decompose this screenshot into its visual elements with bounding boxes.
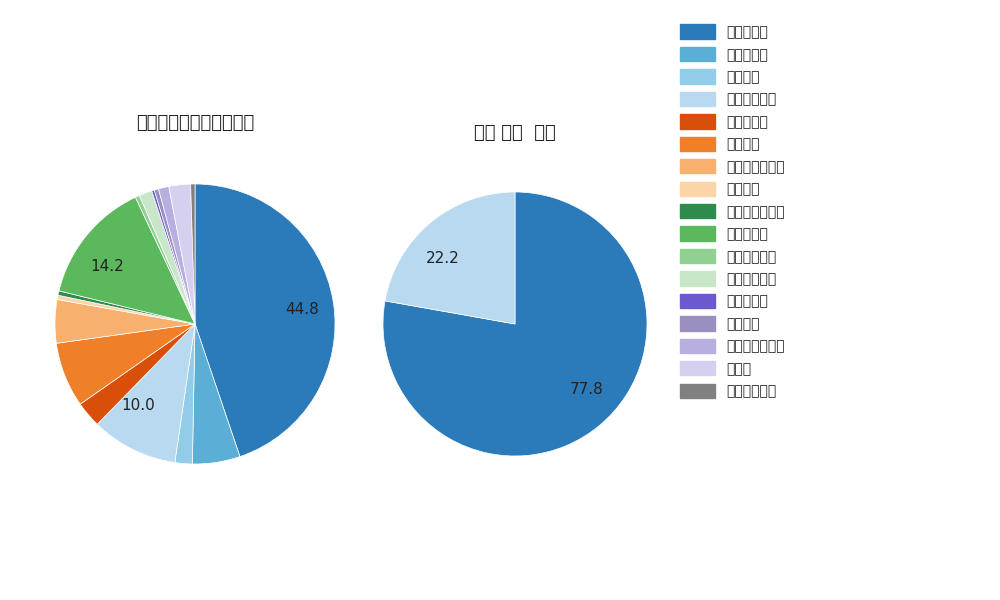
- Wedge shape: [152, 190, 195, 324]
- Text: 44.8: 44.8: [285, 302, 319, 317]
- Legend: ストレート, ツーシーム, シュート, カットボール, スプリット, フォーク, チェンジアップ, シンカー, 高速スライダー, スライダー, 縦スライダー, : ストレート, ツーシーム, シュート, カットボール, スプリット, フォーク,…: [674, 19, 790, 404]
- Wedge shape: [59, 197, 195, 324]
- Wedge shape: [56, 324, 195, 404]
- Text: 77.8: 77.8: [570, 382, 604, 397]
- Wedge shape: [154, 189, 195, 324]
- Wedge shape: [55, 299, 195, 343]
- Text: 14.2: 14.2: [91, 259, 125, 274]
- Wedge shape: [135, 196, 195, 324]
- Wedge shape: [97, 324, 195, 463]
- Title: 濵口 遥大  選手: 濵口 遥大 選手: [474, 124, 556, 142]
- Wedge shape: [175, 324, 195, 464]
- Text: 22.2: 22.2: [426, 251, 460, 266]
- Wedge shape: [383, 192, 647, 456]
- Text: 10.0: 10.0: [121, 398, 155, 413]
- Wedge shape: [158, 187, 195, 324]
- Wedge shape: [169, 184, 195, 324]
- Wedge shape: [57, 295, 195, 324]
- Wedge shape: [195, 184, 335, 457]
- Wedge shape: [192, 324, 240, 464]
- Wedge shape: [191, 184, 195, 324]
- Wedge shape: [139, 191, 195, 324]
- Wedge shape: [58, 291, 195, 324]
- Title: セ・リーグ全プレイヤー: セ・リーグ全プレイヤー: [136, 114, 254, 132]
- Wedge shape: [80, 324, 195, 424]
- Wedge shape: [385, 192, 515, 324]
